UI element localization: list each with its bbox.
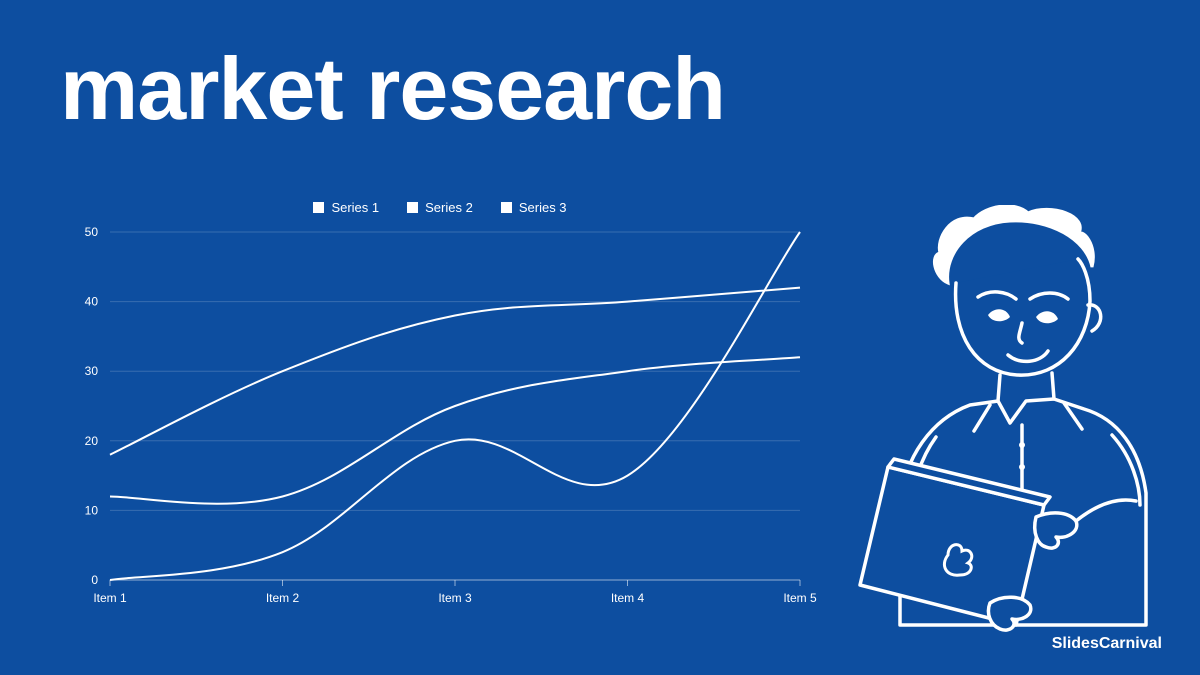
svg-text:Item 5: Item 5 [783,591,817,605]
chart-container: Series 1 Series 2 Series 3 0 10 20 30 40 50 It… [60,200,820,620]
svg-text:Item 3: Item 3 [438,591,472,605]
legend-item: Series 1 [313,200,379,215]
svg-text:30: 30 [85,364,99,378]
slide: market research Series 1 Series 2 Series… [0,0,1200,675]
svg-text:50: 50 [85,225,99,239]
person-laptop-illustration [840,205,1170,635]
svg-text:0: 0 [91,573,98,587]
legend-label: Series 2 [425,200,473,215]
svg-text:20: 20 [85,434,99,448]
legend-label: Series 1 [331,200,379,215]
line-chart: 0 10 20 30 40 50 Item 1 Item 2 Item 3 Item 4 Item … [60,222,820,620]
credit-label: SlidesCarnival [1052,635,1162,653]
legend-item: Series 3 [501,200,567,215]
svg-text:Item 1: Item 1 [93,591,127,605]
chart-legend: Series 1 Series 2 Series 3 [60,200,820,215]
legend-swatch-icon [501,202,512,213]
legend-label: Series 3 [519,200,567,215]
svg-text:Item 4: Item 4 [611,591,645,605]
legend-swatch-icon [407,202,418,213]
svg-text:Item 2: Item 2 [266,591,300,605]
legend-item: Series 2 [407,200,473,215]
svg-text:10: 10 [85,503,99,517]
page-title: market research [60,38,725,140]
legend-swatch-icon [313,202,324,213]
svg-text:40: 40 [85,295,99,309]
